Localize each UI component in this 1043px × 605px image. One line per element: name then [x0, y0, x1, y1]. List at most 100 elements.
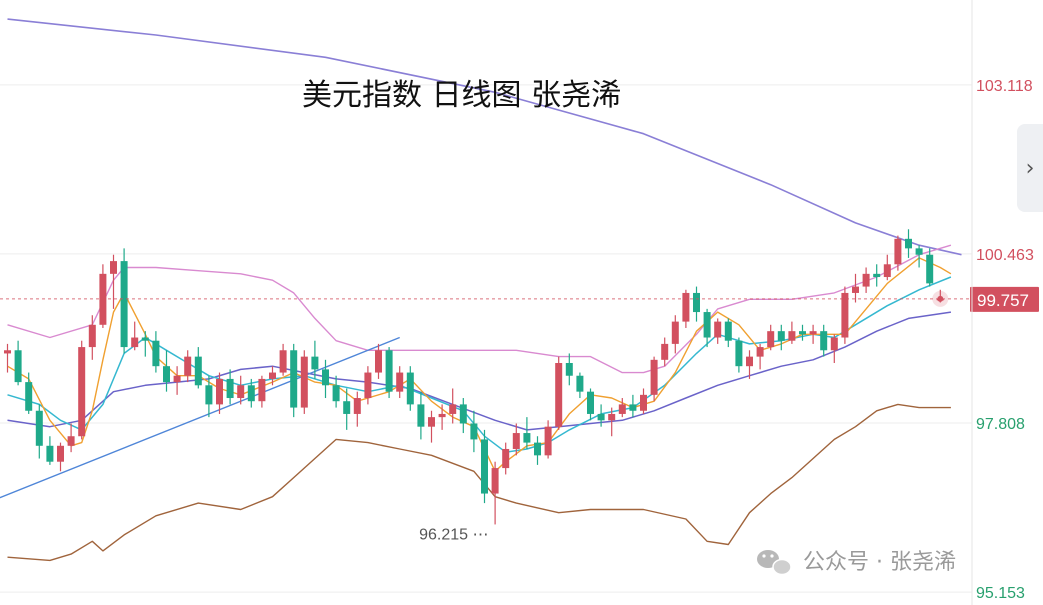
candle: [512, 423, 520, 456]
candle-body: [375, 350, 382, 373]
candle-body: [322, 369, 329, 386]
candle-body: [184, 356, 192, 376]
candle: [428, 410, 435, 443]
candle: [332, 375, 340, 408]
candle-body: [163, 366, 170, 383]
candle-body: [714, 321, 722, 338]
candle: [46, 436, 54, 465]
candle-body: [512, 433, 520, 449]
candle: [746, 350, 753, 379]
candle: [809, 324, 817, 344]
candle-body: [629, 404, 637, 411]
candle: [883, 254, 891, 281]
grid-lines: [0, 84, 972, 593]
candle-body: [78, 347, 86, 437]
candle: [915, 245, 923, 268]
candle-body: [809, 331, 817, 335]
candle-body: [216, 378, 223, 405]
candle: [608, 407, 616, 437]
candle-body: [353, 398, 361, 414]
candle-body: [873, 273, 881, 278]
candle: [852, 273, 859, 303]
candle: [78, 340, 86, 440]
candle: [523, 417, 531, 449]
candle: [184, 350, 192, 383]
candle-body: [597, 413, 605, 421]
candle: [141, 331, 149, 357]
candle-body: [756, 347, 764, 357]
candle: [163, 350, 170, 392]
candle: [99, 264, 107, 328]
candle-body: [470, 423, 478, 440]
candle: [226, 369, 234, 405]
candle: [406, 366, 414, 411]
next-panel-button[interactable]: ›: [1017, 124, 1043, 212]
candle-body: [788, 331, 796, 341]
candle: [4, 343, 11, 373]
y-tick-label: 100.463: [976, 247, 1034, 264]
candle: [300, 350, 308, 414]
candle-body: [777, 331, 785, 341]
candle-body: [587, 391, 594, 414]
candle-body: [25, 382, 33, 411]
candle-body: [682, 292, 690, 322]
line-ma-long: [7, 18, 962, 256]
candle: [862, 267, 870, 293]
candle: [788, 321, 796, 344]
candle-body: [385, 350, 393, 392]
candle-body: [618, 404, 626, 414]
candle-body: [544, 426, 552, 456]
candle-body: [438, 413, 446, 418]
candle: [322, 359, 329, 399]
candle: [618, 398, 626, 418]
candle-body: [14, 350, 22, 383]
candle: [820, 324, 828, 357]
candle: [396, 366, 404, 399]
candle-body: [746, 356, 753, 367]
candle: [714, 318, 722, 344]
candle-body: [57, 445, 64, 462]
price-dot: [937, 295, 944, 302]
candle: [247, 378, 255, 408]
candle-body: [205, 385, 213, 405]
candle-body: [862, 273, 870, 287]
candle: [587, 388, 594, 421]
candle: [873, 264, 881, 287]
candle-body: [247, 385, 255, 402]
candle-body: [905, 238, 912, 249]
candle: [216, 372, 223, 414]
candle-body: [523, 433, 531, 443]
candle-body: [459, 404, 467, 424]
candle-body: [661, 343, 669, 360]
candle: [173, 366, 181, 395]
candle-body: [640, 394, 647, 411]
candle: [629, 394, 637, 418]
candle-body: [926, 254, 934, 284]
candle-body: [4, 350, 11, 354]
candle-body: [110, 261, 117, 274]
candle: [375, 343, 382, 379]
candle-body: [915, 248, 923, 255]
candle: [735, 337, 743, 373]
candle: [640, 388, 647, 414]
candle: [279, 343, 287, 376]
chevron-right-icon: ›: [1025, 155, 1035, 181]
candle-body: [576, 375, 584, 392]
candle: [311, 340, 319, 379]
candle: [661, 337, 669, 367]
candle-body: [396, 372, 404, 392]
candle: [650, 356, 658, 402]
low-annotation: 96.215 ⋯: [419, 526, 488, 543]
candle: [290, 343, 298, 418]
candle: [67, 423, 75, 453]
candle-body: [332, 385, 340, 402]
candle-body: [46, 445, 54, 462]
candle-body: [534, 442, 541, 456]
candle: [830, 334, 838, 363]
wechat-icon: [757, 550, 792, 576]
candle: [894, 235, 902, 271]
candle-body: [88, 324, 96, 348]
line-boll-upper: [7, 244, 952, 374]
watermark: 公众号 · 张尧浠: [757, 550, 956, 576]
candle: [110, 254, 117, 309]
